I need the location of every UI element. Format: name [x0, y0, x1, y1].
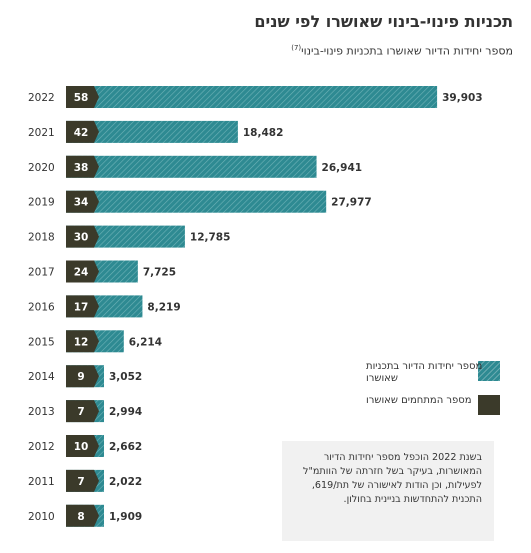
year-label: 2021 — [28, 127, 55, 139]
subtitle-text: מספר יחידות הדיור שאושרו בתכניות פינוי-ב… — [301, 44, 513, 58]
year-label: 2010 — [28, 511, 55, 523]
plans-count-box — [66, 469, 99, 492]
legend-item-plans: מספר המתחמים שאושרו — [340, 393, 500, 425]
legend-item-units: מספר יחידות הדיור בתכניות שאושרו — [340, 359, 500, 391]
plans-count-box — [66, 365, 99, 388]
plans-count-label: 38 — [74, 162, 89, 174]
footnote-marker: (7) — [291, 44, 302, 52]
units-value-label: 6,214 — [129, 336, 162, 348]
legend-label-plans: מספר המתחמים שאושרו — [366, 395, 472, 406]
chart-title: תכניות פינוי-בינוי שאושרו לפי שנים — [254, 12, 513, 31]
units-bar — [66, 155, 317, 178]
units-value-label: 8,219 — [147, 301, 180, 313]
plans-count-label: 7 — [77, 476, 84, 488]
units-value-label: 26,941 — [322, 162, 363, 174]
units-value-label: 2,994 — [109, 406, 142, 418]
plans-count-box — [66, 155, 99, 178]
units-value-label: 7,725 — [143, 267, 176, 279]
year-label: 2020 — [28, 162, 55, 174]
units-value-label: 18,482 — [243, 127, 284, 139]
plans-count-box — [66, 260, 99, 283]
plans-count-box — [66, 295, 99, 318]
year-label: 2017 — [28, 267, 55, 279]
units-value-label: 3,052 — [109, 371, 142, 383]
plans-count-label: 10 — [74, 441, 89, 453]
plans-count-label: 42 — [74, 127, 89, 139]
units-value-label: 39,903 — [442, 92, 483, 104]
units-value-label: 2,022 — [109, 476, 142, 488]
plans-count-box — [66, 86, 99, 108]
plans-count-box — [66, 504, 99, 527]
units-value-label: 1,909 — [109, 511, 142, 523]
plans-count-box — [66, 400, 99, 423]
legend-label-units: מספר יחידות הדיור בתכניות שאושרו — [366, 361, 483, 384]
plans-count-label: 9 — [77, 371, 84, 383]
units-bar — [66, 120, 238, 143]
units-bar — [66, 86, 438, 108]
plans-count-box — [66, 330, 99, 353]
units-value-label: 27,977 — [331, 197, 372, 209]
plans-count-label: 58 — [74, 92, 89, 104]
year-label: 2022 — [28, 92, 55, 104]
year-label: 2018 — [28, 232, 55, 244]
plans-count-label: 24 — [74, 267, 89, 279]
legend-swatch-units — [478, 361, 500, 381]
year-label: 2012 — [28, 441, 55, 453]
year-label: 2016 — [28, 301, 55, 313]
year-label: 2015 — [28, 336, 55, 348]
plans-count-label: 30 — [74, 232, 89, 244]
year-label: 2019 — [28, 197, 55, 209]
year-label: 2011 — [28, 476, 55, 488]
legend-swatch-plans — [478, 395, 500, 415]
units-bar — [66, 190, 327, 213]
bars-layer: 2022 58 39,903 2021 42 18,482 2020 38 26,941 2019… — [28, 86, 483, 527]
plans-count-box — [66, 120, 99, 143]
units-value-label: 2,662 — [109, 441, 142, 453]
info-note: בשנת 2022 הוכפל מספר יחידות הדיור המאושר… — [282, 441, 494, 541]
plans-count-box — [66, 435, 99, 457]
plans-count-label: 17 — [74, 301, 89, 313]
legend: מספר יחידות הדיור בתכניות שאושרו מספר המ… — [340, 359, 500, 425]
year-label: 2013 — [28, 406, 55, 418]
year-label: 2014 — [28, 371, 55, 383]
chart-subtitle: מספר יחידות הדיור שאושרו בתכניות פינוי-ב… — [291, 44, 513, 58]
units-value-label: 12,785 — [190, 232, 231, 244]
plans-count-box — [66, 225, 99, 248]
plans-count-label: 8 — [77, 511, 84, 523]
plans-count-label: 12 — [74, 336, 89, 348]
plans-count-box — [66, 190, 99, 213]
plans-count-label: 34 — [74, 197, 89, 209]
plans-count-label: 7 — [77, 406, 84, 418]
